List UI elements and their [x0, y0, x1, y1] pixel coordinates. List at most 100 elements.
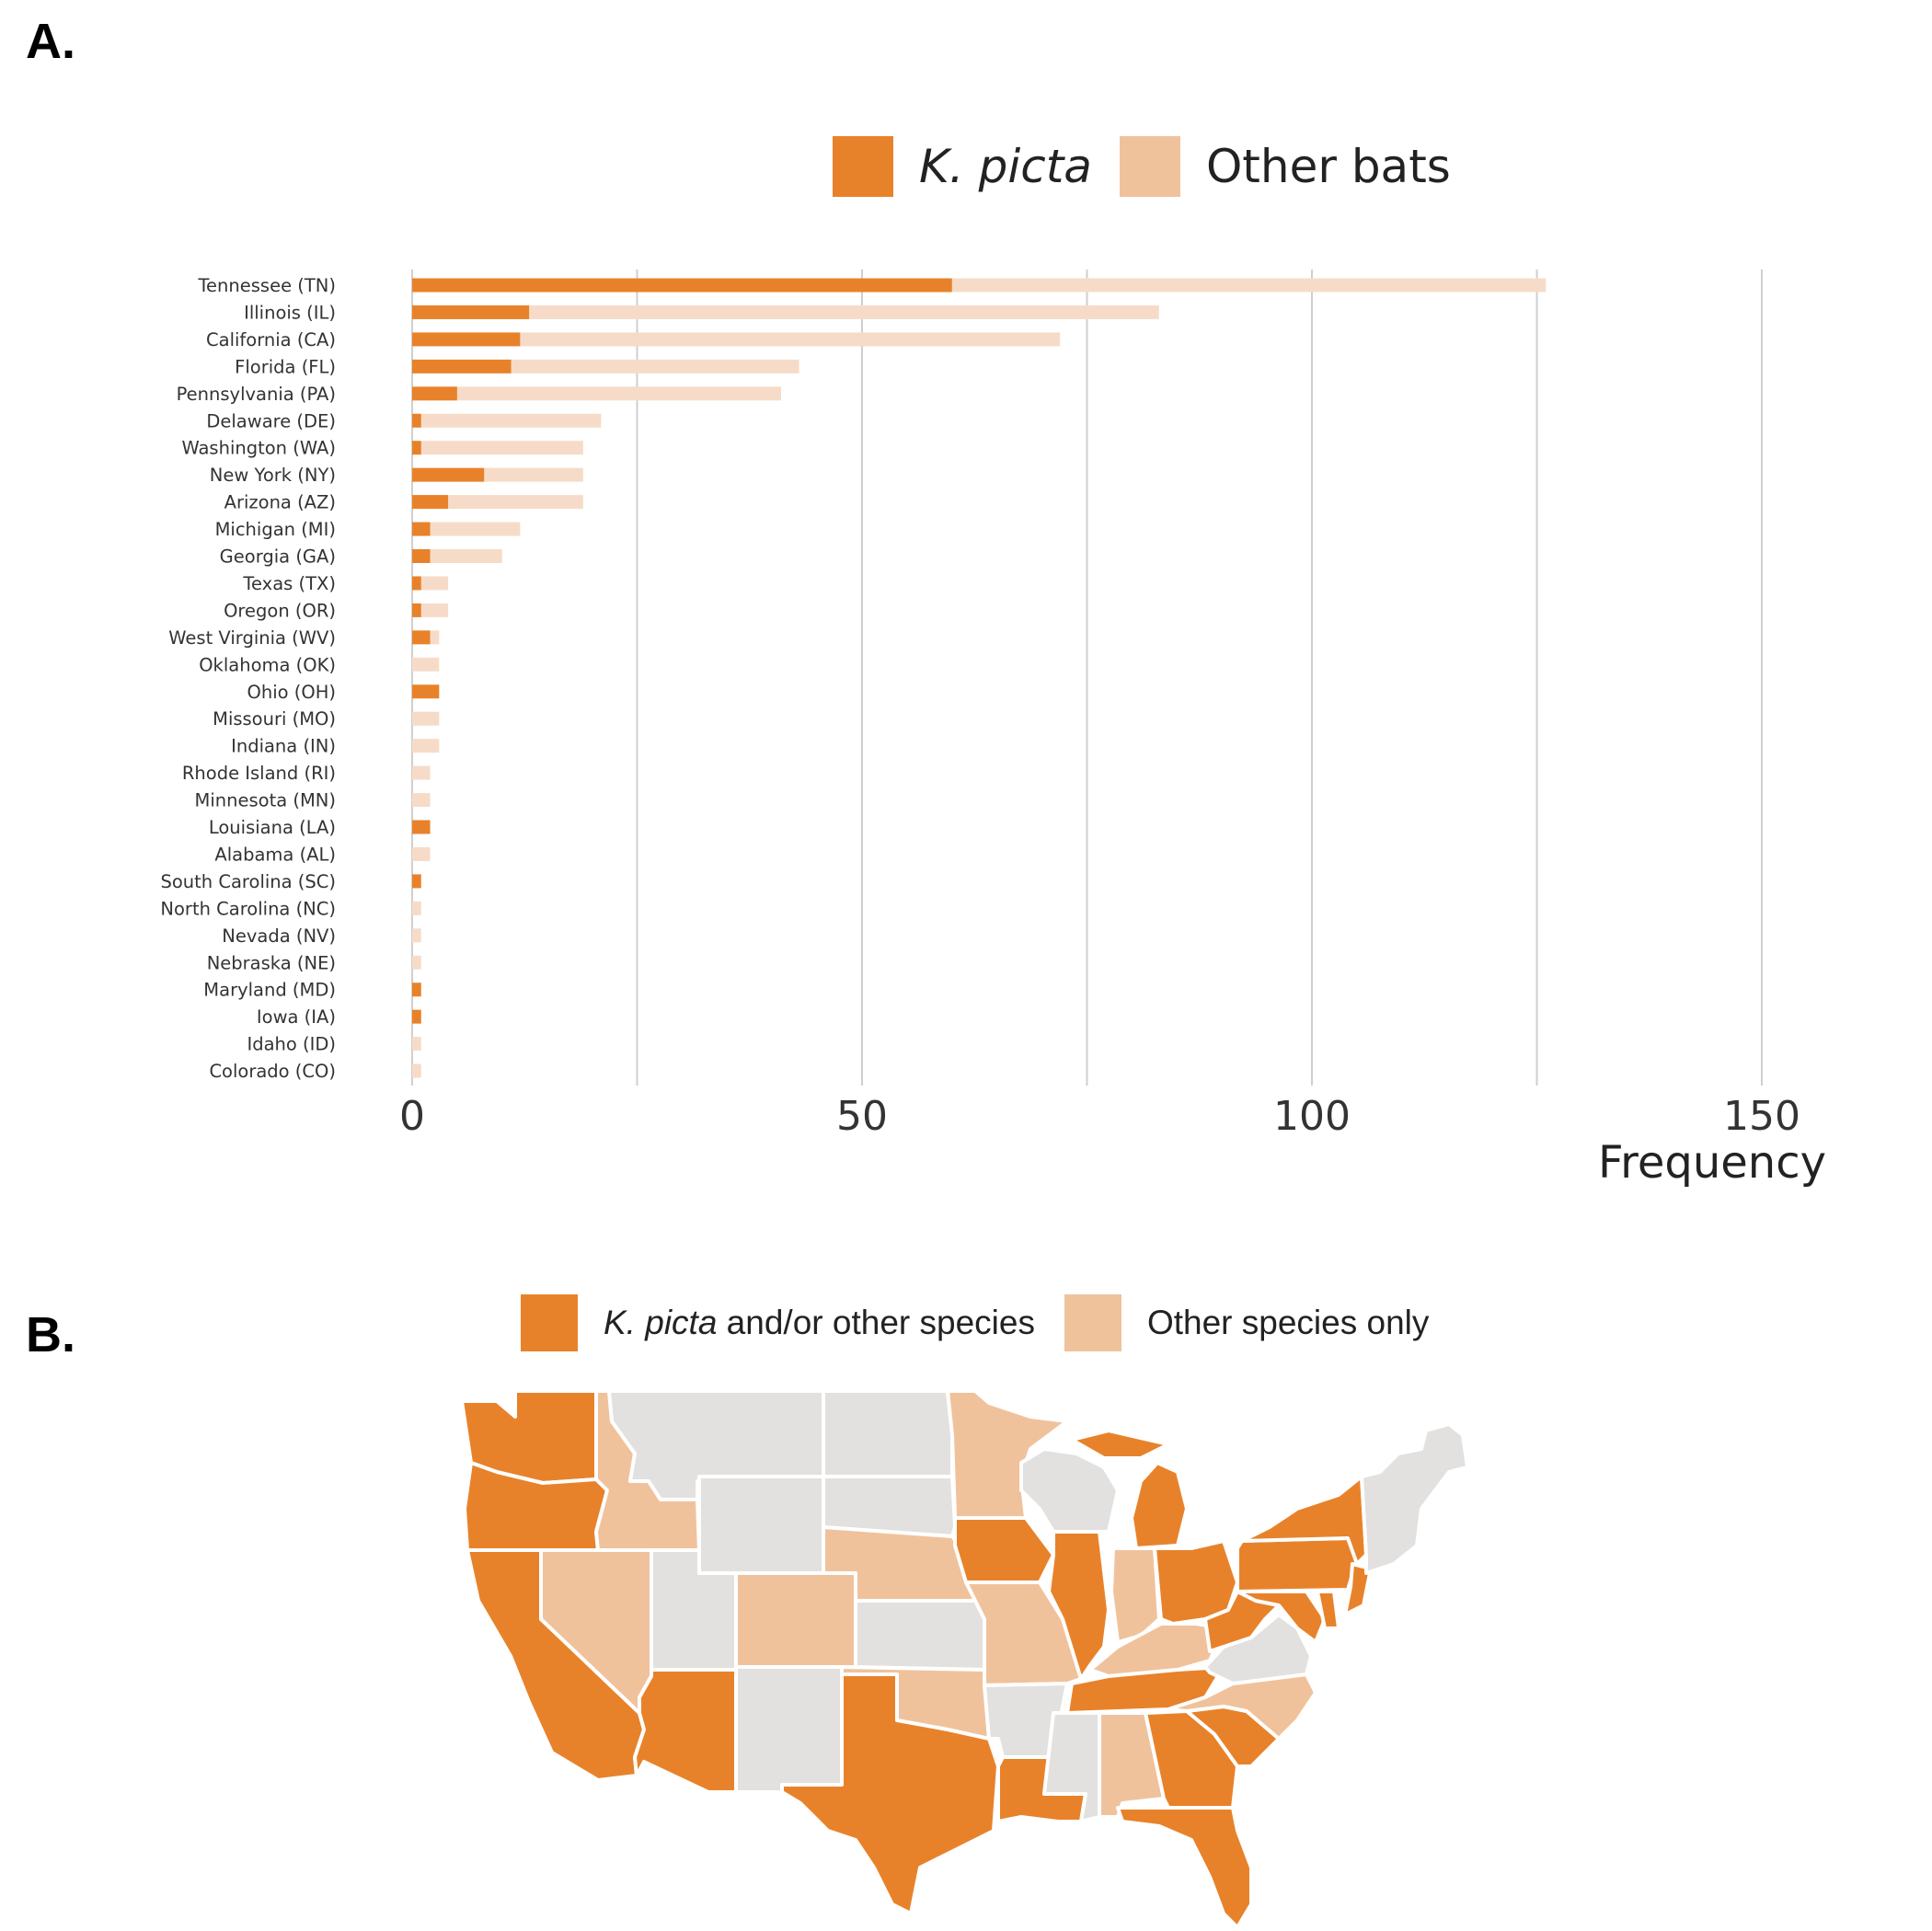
- bar-label: Oklahoma (OK): [199, 654, 336, 675]
- bar-kpicta: [412, 359, 512, 374]
- bar-label: New York (NY): [210, 465, 336, 486]
- state-ia: [953, 1516, 1055, 1584]
- legend-swatch-other-bats: [1119, 136, 1180, 197]
- bar-other-bats: [412, 928, 421, 943]
- legend-label-other-only: Other species only: [1146, 1304, 1430, 1341]
- bar-kpicta: [412, 820, 431, 834]
- state-nm: [734, 1665, 844, 1794]
- bar-label: Michigan (MI): [215, 519, 336, 540]
- legend-label-kpicta: K. picta: [919, 140, 1092, 193]
- bar-label: Arizona (AZ): [224, 492, 336, 513]
- bar-label: Alabama (AL): [214, 844, 336, 865]
- bar-label: Georgia (GA): [220, 546, 336, 568]
- bar-other-bats: [412, 765, 431, 780]
- bar-kpicta: [412, 332, 521, 347]
- bar-kpicta: [412, 495, 449, 510]
- bar-label: Rhode Island (RI): [182, 763, 336, 784]
- state-il: [1047, 1530, 1110, 1681]
- legend-item-kpicta: K. picta: [833, 136, 1092, 197]
- state-new-england: [1360, 1422, 1469, 1575]
- bar-other-bats: [420, 441, 583, 455]
- legend-label-other-bats: Other bats: [1205, 140, 1451, 193]
- bar-label: Iowa (IA): [257, 1006, 336, 1028]
- bar-kpicta: [412, 874, 421, 889]
- bar-other-bats: [412, 901, 421, 915]
- bar-label: Tennessee (TN): [197, 275, 336, 296]
- bar-kpicta: [412, 305, 530, 319]
- bar-label: Texas (TX): [242, 573, 336, 594]
- state-wi: [1019, 1447, 1120, 1534]
- state-pa: [1236, 1536, 1359, 1593]
- bar-other-bats: [430, 522, 521, 536]
- state-md: [1236, 1590, 1327, 1644]
- map-legend: K. picta and/or other species Other spec…: [521, 1294, 1458, 1351]
- state-az: [633, 1668, 738, 1794]
- chart-legend: K. picta Other bats: [833, 136, 1478, 197]
- bar-label: Delaware (DE): [206, 410, 336, 431]
- bar-label: West Virginia (WV): [168, 627, 336, 649]
- bar-label: Minnesota (MN): [195, 790, 336, 811]
- state-ks: [854, 1599, 986, 1672]
- bar-label: Missouri (MO): [213, 708, 336, 730]
- bar-other-bats: [412, 955, 421, 970]
- bar-label: South Carolina (SC): [160, 871, 336, 892]
- bar-other-bats: [412, 1063, 421, 1078]
- bar-other-bats: [529, 305, 1159, 319]
- bar-label: Washington (WA): [181, 438, 336, 459]
- bar-other-bats: [412, 711, 440, 726]
- panel-b-label: B.: [26, 1307, 75, 1362]
- bar-other-bats: [951, 278, 1547, 293]
- bar-kpicta: [412, 983, 421, 997]
- bar-other-bats: [456, 386, 781, 401]
- x-axis-label: Frequency: [1598, 1137, 1826, 1189]
- state-co: [734, 1571, 857, 1669]
- bar-other-bats: [520, 332, 1061, 347]
- legend-label-kpicta-italic: K. picta: [604, 1304, 718, 1341]
- bar-label: Idaho (ID): [247, 1034, 336, 1055]
- bar-kpicta: [412, 603, 421, 617]
- bar-kpicta: [412, 630, 431, 645]
- bar-label: Pennsylvania (PA): [177, 384, 336, 405]
- bar-other-bats: [412, 1037, 421, 1052]
- state-wy: [697, 1475, 825, 1575]
- state-mn: [946, 1389, 1069, 1520]
- bar-other-bats: [511, 359, 799, 374]
- bar-other-bats: [430, 549, 502, 563]
- x-tick-label: 100: [1273, 1093, 1351, 1140]
- state-tx: [780, 1672, 1000, 1915]
- bar-label: Nevada (NV): [222, 925, 336, 947]
- legend-swatch-other-only: [1064, 1294, 1121, 1351]
- legend-label-kpicta-and-other: K. picta and/or other species: [604, 1304, 1035, 1342]
- bar-label: Illinois (IL): [244, 302, 336, 323]
- bar-other-bats: [420, 576, 449, 591]
- legend-swatch-kpicta-and-other: [521, 1294, 578, 1351]
- bar-other-bats: [484, 467, 583, 482]
- legend-item-kpicta-and-other: K. picta and/or other species: [521, 1294, 1035, 1351]
- bar-kpicta: [412, 413, 421, 428]
- x-tick-label: 150: [1723, 1093, 1800, 1140]
- state-mi: [1070, 1429, 1189, 1550]
- legend-swatch-kpicta: [833, 136, 893, 197]
- bar-other-bats: [412, 739, 440, 753]
- x-tick-label: 0: [399, 1093, 425, 1140]
- bar-other-bats: [448, 495, 583, 510]
- bar-label: Maryland (MD): [203, 980, 336, 1001]
- bar-label: Colorado (CO): [209, 1061, 336, 1082]
- state-nd: [822, 1389, 954, 1478]
- bar-kpicta: [412, 684, 440, 699]
- bar-other-bats: [412, 793, 431, 808]
- bar-kpicta: [412, 522, 431, 536]
- bar-label: North Carolina (NC): [160, 898, 336, 919]
- state-de: [1316, 1590, 1340, 1630]
- bar-kpicta: [412, 549, 431, 563]
- legend-label-kpicta-rest: and/or other species: [717, 1304, 1035, 1341]
- x-tick-label: 50: [836, 1093, 888, 1140]
- bar-kpicta: [412, 467, 485, 482]
- bar-other-bats: [420, 603, 449, 617]
- state-wv: [1203, 1590, 1281, 1653]
- panel-a-label: A.: [26, 14, 75, 69]
- bar-label: Nebraska (NE): [207, 952, 336, 973]
- bar-other-bats: [420, 413, 602, 428]
- bar-kpicta: [412, 1009, 421, 1024]
